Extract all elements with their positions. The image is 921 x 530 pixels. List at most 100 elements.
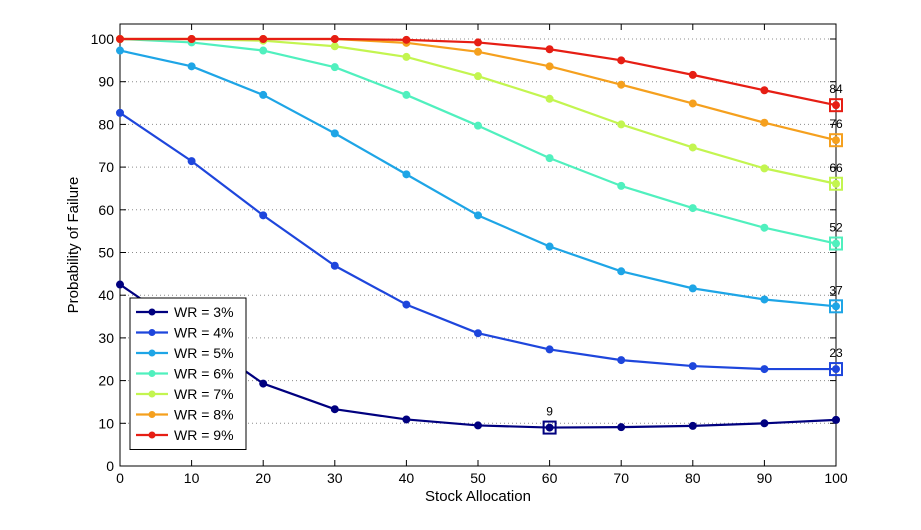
data-point — [545, 94, 554, 103]
data-point — [760, 419, 769, 428]
x-tick-label: 40 — [399, 470, 415, 486]
annotation-marker — [829, 362, 843, 377]
legend-entry: WR = 3% — [136, 304, 234, 320]
legend-entry: WR = 8% — [136, 407, 234, 423]
data-point — [116, 35, 124, 43]
annotation-label: 84 — [829, 82, 843, 96]
data-point — [545, 242, 554, 251]
x-tick-label: 60 — [542, 470, 558, 486]
data-point — [688, 284, 697, 293]
legend-swatch-marker — [148, 390, 156, 398]
series-group — [116, 35, 840, 248]
data-point — [832, 179, 840, 188]
annotation-marker — [829, 98, 843, 113]
data-point — [116, 280, 124, 289]
series-group — [116, 46, 840, 311]
legend-label: WR = 8% — [174, 407, 234, 423]
data-point — [116, 108, 124, 117]
annotation-label: 37 — [829, 283, 843, 297]
data-point — [474, 72, 482, 81]
data-point — [259, 379, 268, 388]
legend-swatch-marker — [148, 431, 156, 439]
x-axis-label: Stock Allocation — [425, 488, 531, 505]
data-point — [760, 164, 769, 173]
data-point — [402, 52, 411, 61]
data-point — [330, 405, 339, 414]
legend-swatch-marker — [148, 329, 156, 336]
legend-entry: WR = 5% — [136, 345, 234, 361]
y-tick-label: 0 — [106, 458, 114, 474]
data-point — [474, 38, 482, 47]
data-point — [259, 46, 268, 55]
data-point — [330, 261, 339, 270]
annotation-label: 9 — [546, 405, 553, 419]
y-tick-label: 70 — [98, 159, 114, 175]
data-point — [259, 35, 268, 43]
legend-entry: WR = 6% — [136, 366, 234, 382]
y-tick-label: 80 — [98, 116, 114, 132]
y-tick-label: 90 — [98, 74, 114, 90]
x-tick-label: 80 — [685, 470, 701, 486]
annotation-label: 76 — [829, 117, 843, 131]
data-point — [688, 143, 697, 152]
data-point — [116, 46, 124, 55]
data-point — [832, 136, 840, 145]
legend-swatch-marker — [148, 370, 156, 377]
data-point — [760, 223, 769, 232]
data-point — [402, 300, 411, 309]
data-point — [617, 56, 626, 65]
annotation-marker — [542, 420, 557, 435]
data-point — [259, 211, 268, 220]
annotation-marker — [829, 133, 843, 148]
series-group — [116, 35, 840, 110]
data-point — [474, 211, 482, 220]
data-point — [474, 329, 482, 338]
data-point — [402, 415, 411, 424]
data-point — [688, 70, 697, 79]
data-point — [545, 45, 554, 54]
legend-entry: WR = 4% — [136, 325, 234, 341]
x-tick-label: 10 — [184, 470, 200, 486]
grid-lines — [120, 38, 836, 424]
data-point — [330, 63, 339, 72]
data-point — [688, 421, 697, 430]
annotations: 9 23 37 52 66 76 84 — [542, 82, 843, 435]
legend-entry: WR = 7% — [136, 386, 234, 402]
x-tick-label: 50 — [470, 470, 486, 486]
annotation-marker — [829, 176, 843, 191]
data-point — [187, 35, 196, 43]
y-tick-label: 30 — [98, 330, 114, 346]
legend: WR = 3% WR = 4% WR = 5% WR = 6% WR = 7% WR = … — [129, 297, 247, 450]
legend-label: WR = 3% — [174, 304, 234, 320]
data-point — [474, 47, 482, 56]
data-point — [832, 365, 840, 374]
data-point — [832, 415, 840, 424]
data-point — [545, 423, 554, 432]
data-point — [545, 154, 554, 163]
data-point — [474, 121, 482, 130]
series-lines — [116, 35, 840, 432]
legend-label: WR = 5% — [174, 345, 234, 361]
data-point — [617, 80, 626, 89]
data-point — [402, 170, 411, 179]
y-tick-label: 60 — [98, 202, 114, 218]
x-tick-label: 70 — [613, 470, 629, 486]
series-group — [116, 108, 840, 374]
x-tick-label: 100 — [824, 470, 848, 486]
data-point — [617, 356, 626, 365]
data-point — [832, 302, 840, 311]
data-point — [617, 181, 626, 190]
data-point — [760, 295, 769, 304]
data-point — [330, 42, 339, 51]
data-point — [832, 101, 840, 110]
legend-label: WR = 9% — [174, 427, 234, 443]
x-tick-label: 90 — [757, 470, 773, 486]
x-tick-label: 30 — [327, 470, 343, 486]
legend-label: WR = 6% — [174, 366, 234, 382]
legend-swatch-marker — [148, 308, 156, 316]
data-point — [474, 421, 482, 430]
annotation-marker — [829, 299, 843, 314]
x-tick-label: 0 — [116, 470, 124, 486]
